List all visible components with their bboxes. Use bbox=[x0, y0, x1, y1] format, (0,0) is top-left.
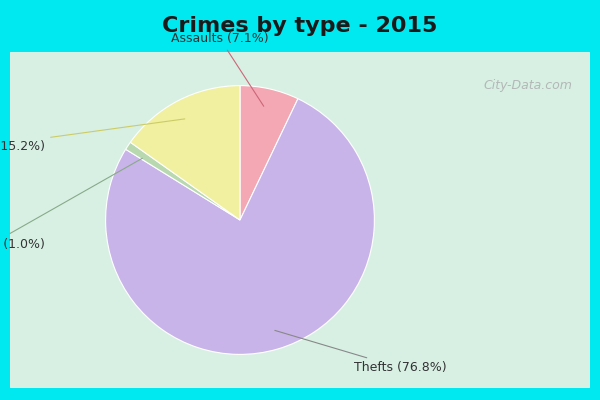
Wedge shape bbox=[106, 99, 374, 354]
Wedge shape bbox=[125, 142, 240, 220]
Text: Thefts (76.8%): Thefts (76.8%) bbox=[275, 330, 447, 374]
Wedge shape bbox=[130, 86, 240, 220]
Text: Burglaries (15.2%): Burglaries (15.2%) bbox=[0, 119, 185, 152]
Text: Crimes by type - 2015: Crimes by type - 2015 bbox=[163, 16, 437, 36]
Wedge shape bbox=[240, 86, 298, 220]
Text: Assaults (7.1%): Assaults (7.1%) bbox=[171, 32, 269, 106]
Text: City-Data.com: City-Data.com bbox=[484, 79, 572, 92]
Text: Robberies (1.0%): Robberies (1.0%) bbox=[0, 158, 142, 251]
